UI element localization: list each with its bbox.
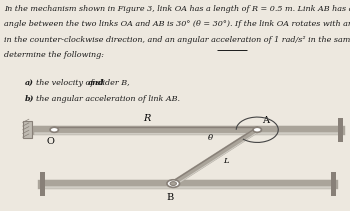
Text: b): b) [25,95,34,103]
Text: determine the following:: determine the following: [4,51,104,59]
Text: B: B [167,193,174,202]
FancyBboxPatch shape [23,121,32,138]
Text: the velocity of slider B,: the velocity of slider B, [31,79,132,87]
Text: and: and [88,79,104,87]
Text: in the counter-clockwise direction, and an angular acceleration of 1 rad/s² in t: in the counter-clockwise direction, and … [4,36,350,44]
Text: O: O [46,137,54,146]
Text: θ: θ [208,134,212,142]
Text: In the mechanism shown in Figure 3, link OA has a length of R = 0.5 m. Link AB h: In the mechanism shown in Figure 3, link… [4,5,350,13]
Text: the angular acceleration of link AB.: the angular acceleration of link AB. [31,95,180,103]
Circle shape [167,180,180,187]
Text: L: L [223,157,229,165]
Circle shape [170,182,176,185]
Text: angle between the two links OA and AB is 30° (θ = 30°). If the link OA rotates w: angle between the two links OA and AB is… [4,20,350,28]
Text: R: R [143,114,151,123]
Text: A: A [262,116,269,125]
Circle shape [253,127,261,132]
Circle shape [50,127,58,132]
Text: a): a) [25,79,33,87]
